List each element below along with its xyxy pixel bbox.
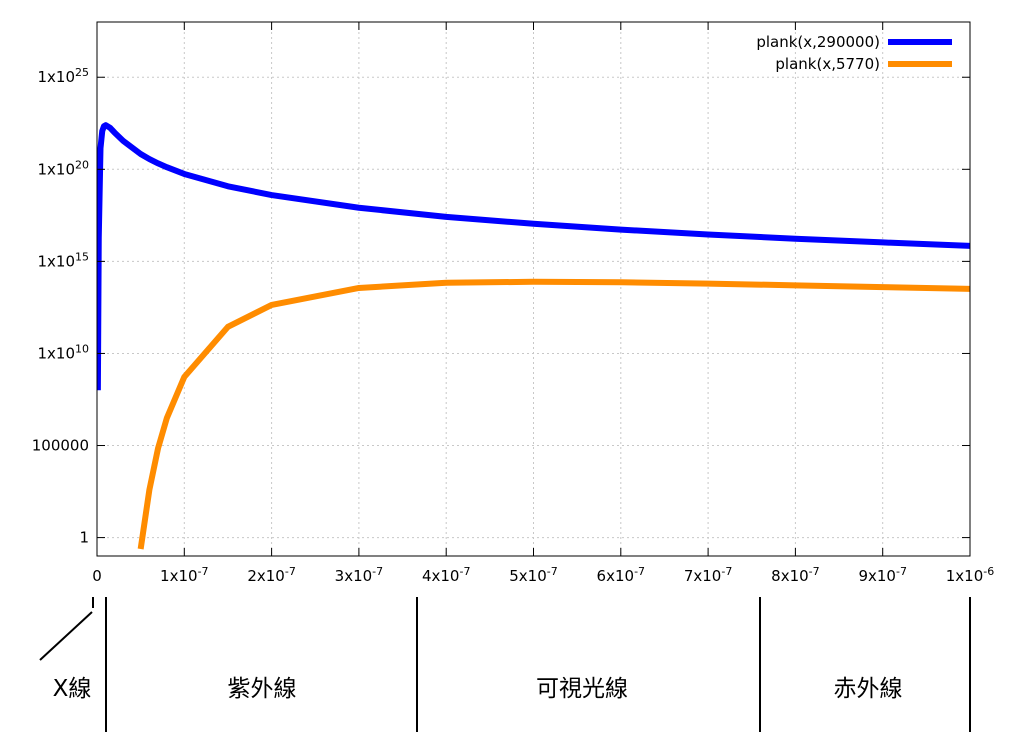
spectrum-regions	[39, 597, 971, 732]
tick-label-base: 3x10	[335, 567, 373, 585]
tick-label-exponent: -7	[721, 565, 732, 578]
region-label: X線	[53, 676, 92, 702]
y-tick-label: 1x1020	[37, 158, 89, 178]
legend-label: plank(x,5770)	[775, 55, 880, 73]
tick-label-base: 5x10	[509, 567, 547, 585]
tick-label-base: 6x10	[597, 567, 635, 585]
tick-label-exponent: -7	[459, 565, 470, 578]
y-tick-label: 100000	[32, 437, 89, 455]
tick-label-base: 1x10	[37, 68, 75, 86]
tick-label-exponent: -7	[285, 565, 296, 578]
tick-label-exponent: 20	[75, 158, 89, 171]
y-tick-label: 1x1015	[37, 250, 89, 270]
x-tick-label: 7x10-7	[684, 565, 732, 585]
region-label: 可視光線	[536, 676, 628, 702]
x-tick-label: 4x10-7	[422, 565, 470, 585]
tick-label-exponent: 10	[75, 342, 89, 355]
x-tick-label: 3x10-7	[335, 565, 383, 585]
x-tick-label: 2x10-7	[247, 565, 295, 585]
tick-label-base: 1x10	[946, 567, 984, 585]
tick-label-base: 1x10	[37, 344, 75, 362]
series-line	[97, 122, 970, 391]
tick-label-exponent: -7	[198, 565, 209, 578]
x-tick-label: 6x10-7	[597, 565, 645, 585]
tick-label-exponent: -7	[809, 565, 820, 578]
x-tick-label: 5x10-7	[509, 565, 557, 585]
x-tick-label: 8x10-7	[771, 565, 819, 585]
tick-label-exponent: 25	[75, 66, 89, 79]
x-tick-label: 1x10-6	[946, 565, 994, 585]
x-ray-slash	[39, 611, 93, 661]
tick-label-exponent: -7	[372, 565, 383, 578]
x-tick-label: 9x10-7	[858, 565, 906, 585]
legend: plank(x,290000) plank(x,5770)	[756, 33, 952, 73]
series-line	[137, 278, 970, 550]
tick-label-exponent: -7	[896, 565, 907, 578]
y-tick-label: 1x1010	[37, 342, 89, 362]
x-tick-label: 1x10-7	[160, 565, 208, 585]
tick-label-base: 1x10	[37, 252, 75, 270]
tick-label-base: 8x10	[771, 567, 809, 585]
tick-label-exponent: -6	[983, 565, 994, 578]
region-label: 紫外線	[228, 676, 297, 702]
x-tick-label: 0	[92, 567, 102, 585]
tick-label-exponent: -7	[634, 565, 645, 578]
tick-label-base: 7x10	[684, 567, 722, 585]
tick-label-exponent: 15	[75, 250, 89, 263]
tick-label-base: 1x10	[37, 160, 75, 178]
tick-label-base: 4x10	[422, 567, 460, 585]
y-tick-label: 1x1025	[37, 66, 89, 86]
tick-label-base: 2x10	[247, 567, 285, 585]
tick-label-base: 9x10	[858, 567, 896, 585]
tick-label-base: 1x10	[160, 567, 198, 585]
line-layer	[97, 122, 970, 550]
y-tick-label: 1	[79, 529, 89, 547]
tick-label-exponent: -7	[547, 565, 558, 578]
region-label: 赤外線	[834, 676, 903, 702]
legend-label: plank(x,290000)	[756, 33, 880, 51]
